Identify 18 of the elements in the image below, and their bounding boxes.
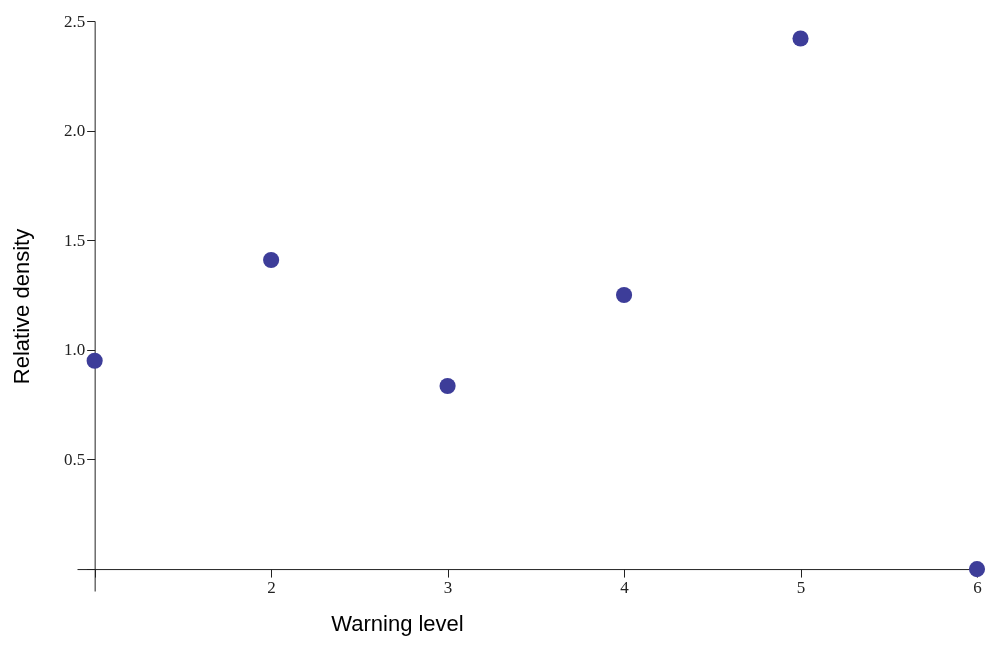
y-tick-label: 0.5: [63, 449, 86, 469]
y-tick-label: 1.5: [63, 230, 86, 250]
y-tick-label: 2.0: [63, 121, 86, 141]
x-tick-label: 3: [443, 577, 453, 597]
y-axis-title: Relative density: [8, 228, 34, 385]
y-tick-label: 1.0: [63, 340, 86, 360]
x-axis-title: Warning level: [331, 610, 464, 636]
x-tick-label: 5: [796, 577, 806, 597]
point: [86, 352, 103, 369]
point: [439, 377, 456, 395]
x-tick-label: 2: [267, 577, 276, 597]
point: [792, 30, 809, 47]
point: [968, 561, 986, 578]
point: [616, 286, 633, 304]
point: [263, 251, 280, 269]
y-tick-label: 2.5: [63, 11, 86, 31]
x-tick-label: 6: [973, 577, 982, 597]
x-tick-label: 4: [620, 577, 630, 597]
